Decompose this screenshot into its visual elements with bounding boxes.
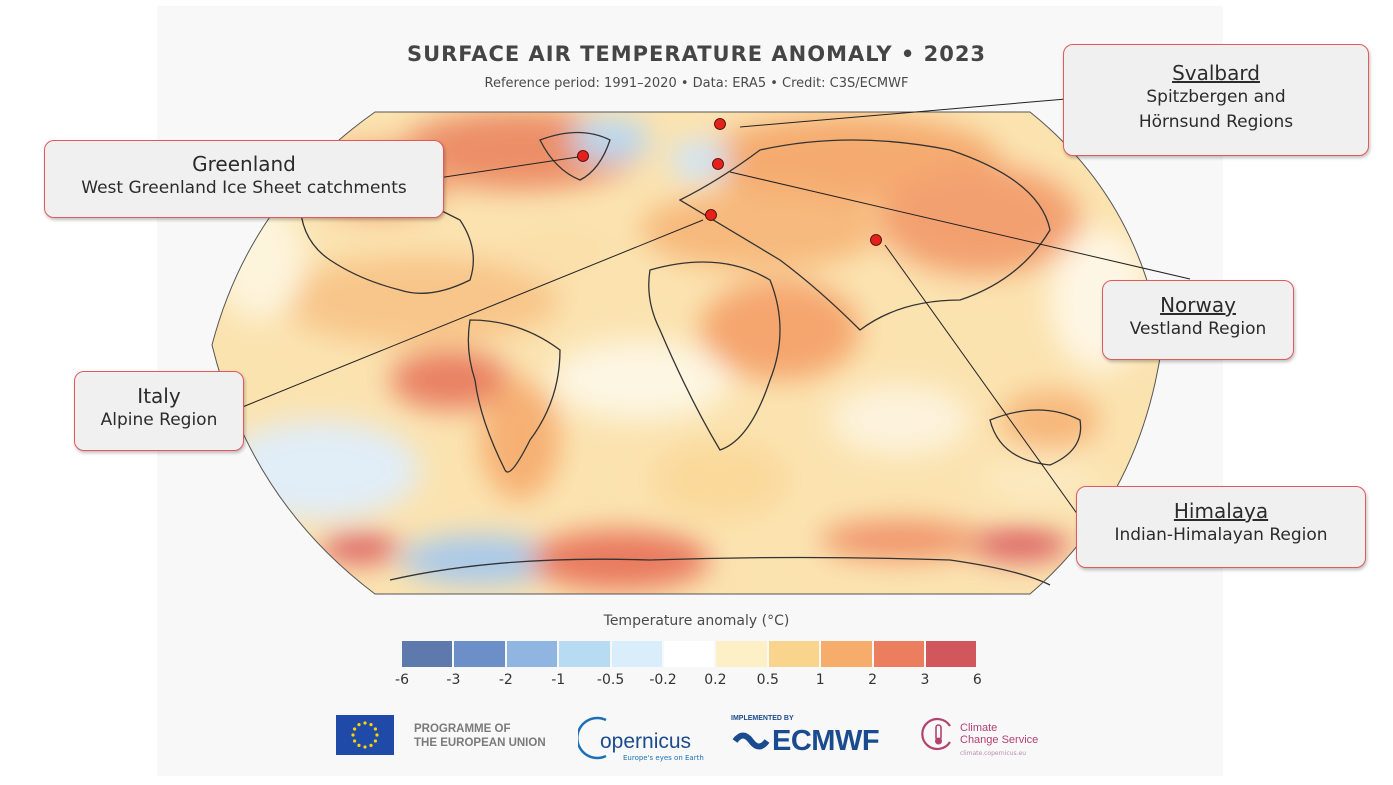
site-markers: [577, 118, 882, 246]
colorbar-tick-label: 1: [815, 672, 825, 688]
callout-greenland-name: Greenland: [192, 152, 296, 176]
colorbar-tick-label: -6: [395, 672, 409, 688]
colorbar-bin: [716, 641, 767, 667]
programme-line1: PROGRAMME OF: [414, 723, 511, 735]
colorbar-bin: [611, 641, 662, 667]
callout-svalbard: Svalbard Spitzbergen and Hörnsund Region…: [1063, 44, 1369, 156]
colorbar-tick-label: -3: [446, 672, 461, 688]
callout-italy: Italy Alpine Region: [74, 371, 244, 451]
c3s-title: Climate Change Service: [960, 722, 1038, 746]
ecmwf-logo-icon: [732, 732, 770, 750]
ecmwf-wordmark: ECMWF: [772, 725, 880, 757]
copernicus-wordmark: opernicus: [600, 730, 692, 753]
colorbar-tick-label: -0.5: [596, 672, 625, 688]
italy-marker: [705, 209, 717, 221]
copernicus-tagline: Europe's eyes on Earth: [623, 754, 704, 762]
map-title: SURFACE AIR TEMPERATURE ANOMALY • 2023: [406, 42, 987, 66]
colorbar-bin: [559, 641, 610, 667]
colorbar-tick-label: 3: [920, 672, 930, 688]
globe-outline: [211, 111, 1163, 595]
c3s-url: climate.copernicus.eu: [960, 750, 1027, 757]
callout-greenland: Greenland West Greenland Ice Sheet catch…: [44, 140, 444, 218]
legend-title: Temperature anomaly (°C): [603, 613, 790, 629]
colorbar-tick-label: 2: [868, 672, 878, 688]
greenland-marker: [577, 150, 589, 162]
svalbard-marker: [714, 118, 726, 130]
colorbar-bin: [506, 641, 558, 667]
eu-programme-text: PROGRAMME OF THE EUROPEAN UNION: [414, 722, 546, 750]
colorbar-bin: [926, 641, 977, 667]
colorbar-bin: [768, 641, 820, 667]
programme-line2: THE EUROPEAN UNION: [414, 737, 546, 749]
coastlines: [299, 131, 1082, 586]
c3s-line1: Climate: [960, 722, 998, 734]
norway-marker: [712, 158, 724, 170]
himalaya-marker: [870, 234, 882, 246]
callout-norway-desc: Vestland Region: [1129, 319, 1267, 339]
callout-svalbard-desc: Spitzbergen and Hörnsund Regions: [1138, 87, 1294, 132]
copernicus-logo-icon: [578, 716, 607, 760]
callout-himalaya: Himalaya Indian-Himalayan Region: [1076, 486, 1366, 568]
implemented-by-label: IMPLEMENTED BY: [731, 715, 794, 722]
colorbar-tick-label: -1: [551, 672, 566, 688]
colorbar-tick-label: -0.2: [649, 672, 677, 688]
callout-italy-desc: Alpine Region: [100, 410, 218, 430]
colorbar-bin: [454, 641, 505, 667]
callout-himalaya-desc: Indian-Himalayan Region: [1114, 525, 1328, 545]
callout-greenland-desc: West Greenland Ice Sheet catchments: [81, 178, 407, 198]
colorbar-tick-label: 0.2: [704, 672, 727, 688]
callout-italy-name: Italy: [137, 384, 181, 408]
callout-norway-name: Norway: [1160, 293, 1236, 317]
leader-lines: [239, 98, 1191, 516]
colorbar-bin: [664, 641, 715, 667]
callout-norway: Norway Vestland Region: [1102, 280, 1294, 360]
colorbar-tick-label: -2: [498, 672, 513, 688]
climate-change-service-icon: [921, 717, 951, 751]
callout-svalbard-name: Svalbard: [1172, 61, 1260, 85]
colorbar-bin: [821, 641, 872, 667]
callout-himalaya-name: Himalaya: [1173, 499, 1269, 523]
colorbar-tick-label: 0.5: [756, 672, 779, 688]
colorbar-tick-label: 6: [972, 672, 982, 688]
colorbar-bin: [402, 641, 453, 667]
c3s-line2: Change Service: [960, 734, 1039, 746]
colorbar-bin: [873, 641, 924, 667]
eu-flag-icon: [336, 715, 394, 755]
map-subtitle: Reference period: 1991–2020 • Data: ERA5…: [484, 76, 909, 91]
